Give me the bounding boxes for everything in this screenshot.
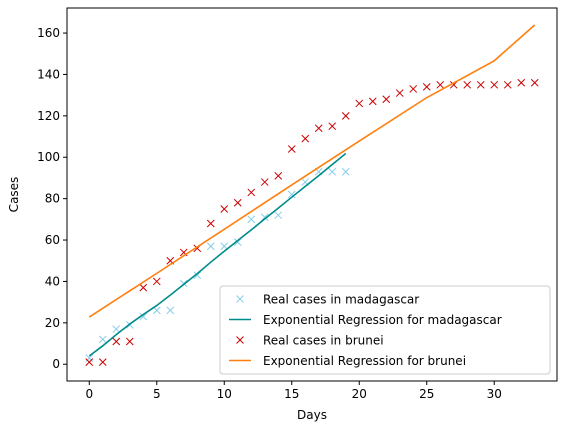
data-point bbox=[341, 111, 350, 120]
data-point bbox=[409, 85, 418, 93]
legend-marker-swatch bbox=[236, 336, 244, 344]
data-point bbox=[382, 95, 391, 104]
y-tick-label: 20 bbox=[45, 316, 60, 330]
x-tick-label: 15 bbox=[284, 387, 299, 401]
data-point bbox=[139, 283, 148, 292]
data-point bbox=[314, 124, 323, 133]
data-point bbox=[328, 167, 337, 176]
data-point bbox=[152, 277, 161, 286]
data-point bbox=[206, 242, 215, 251]
legend: Real cases in madagascar Exponential Regr… bbox=[219, 285, 551, 375]
data-point bbox=[422, 83, 431, 91]
legend-item: Exponential Regression for brunei bbox=[229, 354, 466, 368]
data-point bbox=[260, 213, 269, 222]
data-point bbox=[287, 190, 296, 199]
data-point bbox=[490, 80, 499, 89]
data-point bbox=[139, 312, 148, 321]
series-2 bbox=[85, 78, 539, 367]
data-point bbox=[206, 219, 215, 228]
y-tick-label: 40 bbox=[45, 274, 60, 288]
data-point bbox=[247, 215, 256, 224]
data-point bbox=[98, 335, 107, 344]
data-point bbox=[98, 358, 107, 367]
plot-content bbox=[85, 24, 539, 367]
data-point bbox=[503, 80, 512, 89]
data-point bbox=[530, 78, 539, 87]
data-point bbox=[112, 325, 121, 333]
series-0 bbox=[85, 167, 350, 362]
data-point bbox=[125, 337, 134, 346]
y-axis-label: Cases bbox=[7, 177, 21, 213]
legend-item: Real cases in madagascar bbox=[236, 293, 419, 307]
data-point bbox=[476, 80, 485, 89]
legend-label: Real cases in brunei bbox=[263, 334, 384, 348]
series-3 bbox=[88, 24, 536, 318]
data-point bbox=[166, 306, 175, 315]
x-tick-label: 25 bbox=[419, 387, 434, 401]
data-point bbox=[328, 122, 337, 131]
data-point bbox=[274, 172, 283, 180]
x-tick-label: 20 bbox=[352, 387, 367, 401]
x-tick-label: 5 bbox=[153, 387, 161, 401]
y-axis-ticks: 0 20 40 60 80 100 120 140 160 bbox=[37, 26, 67, 371]
regression-line bbox=[88, 152, 347, 357]
x-tick-label: 10 bbox=[217, 387, 232, 401]
legend-frame bbox=[219, 285, 551, 375]
y-tick-label: 0 bbox=[52, 357, 60, 371]
series-1 bbox=[88, 152, 347, 357]
regression-line bbox=[88, 24, 536, 318]
x-axis-ticks: 0 5 10 15 20 25 30 bbox=[85, 381, 502, 401]
legend-label: Exponential Regression for brunei bbox=[263, 354, 466, 368]
y-tick-label: 60 bbox=[45, 233, 60, 247]
data-point bbox=[301, 134, 310, 143]
legend-label: Real cases in madagascar bbox=[263, 293, 419, 307]
y-tick-label: 140 bbox=[37, 67, 60, 81]
data-point bbox=[355, 99, 364, 108]
data-point bbox=[85, 358, 94, 367]
data-point bbox=[112, 337, 121, 346]
data-point bbox=[274, 211, 283, 220]
x-tick-label: 30 bbox=[487, 387, 502, 401]
data-point bbox=[233, 198, 242, 207]
x-tick-label: 0 bbox=[85, 387, 93, 401]
data-point bbox=[436, 80, 445, 89]
data-point bbox=[287, 145, 296, 153]
data-point bbox=[220, 205, 229, 213]
y-tick-label: 80 bbox=[45, 192, 60, 206]
legend-item: Real cases in brunei bbox=[236, 334, 384, 348]
legend-item: Exponential Regression for madagascar bbox=[229, 313, 502, 327]
data-point bbox=[395, 89, 404, 97]
data-point bbox=[463, 80, 472, 89]
data-point bbox=[247, 188, 256, 197]
data-point bbox=[233, 238, 242, 246]
y-tick-label: 160 bbox=[37, 26, 60, 40]
data-point bbox=[193, 271, 202, 280]
data-point bbox=[368, 97, 377, 106]
data-point bbox=[517, 78, 526, 87]
y-tick-label: 100 bbox=[37, 150, 60, 164]
legend-marker-swatch bbox=[236, 295, 244, 303]
data-point bbox=[260, 178, 269, 186]
data-point bbox=[152, 306, 161, 315]
plot-frame bbox=[66, 7, 558, 382]
x-axis-label: Days bbox=[297, 408, 327, 422]
y-tick-label: 120 bbox=[37, 109, 60, 123]
data-point bbox=[341, 167, 350, 176]
legend-label: Exponential Regression for madagascar bbox=[263, 313, 502, 327]
